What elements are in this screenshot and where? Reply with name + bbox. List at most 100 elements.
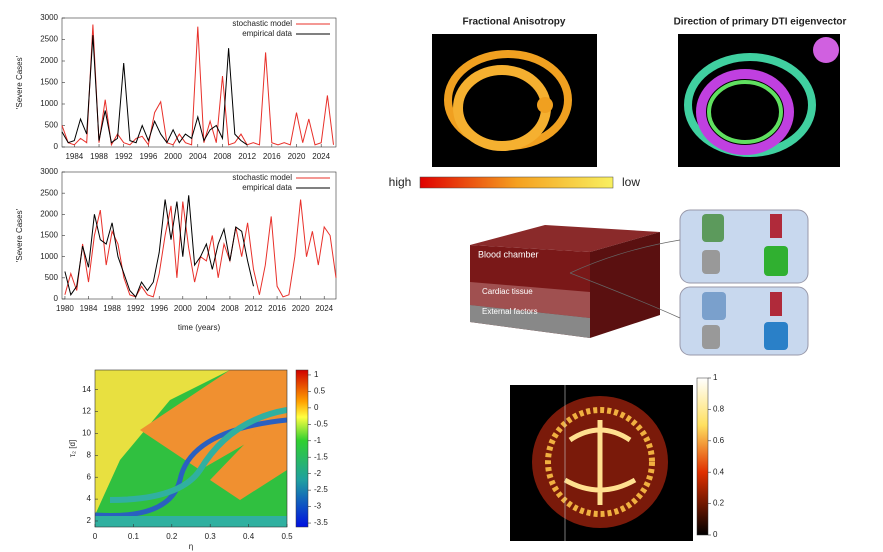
x-tick-label: 2020 — [288, 152, 306, 161]
legend-label: stochastic model — [232, 173, 292, 182]
slab-side — [590, 232, 660, 338]
series-line — [64, 199, 337, 298]
x-tick-label: 2016 — [263, 152, 281, 161]
external-layer — [470, 305, 590, 338]
heatmap-image — [95, 370, 287, 527]
colorbar-label: 0.5 — [314, 387, 326, 396]
icon — [770, 292, 782, 316]
y-tick-label: 1000 — [40, 252, 58, 261]
icon — [770, 214, 782, 238]
y-tick-label: 10 — [82, 429, 91, 438]
y-tick-label: 2500 — [40, 188, 58, 197]
colorbar-label: 1 — [713, 373, 718, 382]
x-tick-label: 1996 — [139, 152, 157, 161]
x-tick-label: 2012 — [245, 304, 263, 313]
y-tick-label: 2000 — [40, 56, 58, 65]
x-tick-label: 1988 — [90, 152, 108, 161]
colorbar — [295, 369, 309, 528]
panel-title: Direction of primary DTI eigenvector — [674, 17, 847, 28]
scale-label: low — [622, 175, 640, 189]
y-tick-label: 3000 — [40, 167, 58, 176]
colorbar-label: 0.4 — [713, 467, 725, 476]
y-tick-label: 500 — [45, 273, 59, 282]
x-tick-label: 2008 — [221, 304, 239, 313]
colorbar-label: 0 — [314, 403, 319, 412]
fa-ring — [444, 50, 572, 151]
y-tick-label: 2500 — [40, 35, 58, 44]
y-axis-label: τ₂ [d] — [68, 440, 77, 457]
x-tick-label: 2000 — [164, 152, 182, 161]
icon — [764, 322, 788, 350]
x-tick-label: 0.5 — [281, 532, 293, 541]
plot-frame — [61, 17, 337, 148]
x-tick-label: 2024 — [312, 152, 330, 161]
icon — [764, 246, 788, 276]
colorbar-label: 0.8 — [713, 405, 725, 414]
x-tick-label: 0.3 — [205, 532, 217, 541]
colorbar-label: -0.5 — [314, 419, 328, 428]
layer-label: Blood chamber — [478, 249, 539, 259]
x-axis-label: η — [189, 542, 193, 551]
icon — [702, 325, 720, 349]
series-line — [61, 24, 334, 147]
x-tick-label: 2024 — [315, 304, 333, 313]
x-tick-label: 0.4 — [243, 532, 255, 541]
inset-box — [679, 286, 809, 356]
inset-box — [679, 209, 809, 284]
y-tick-label: 500 — [45, 121, 59, 130]
y-axis-label: 'Severe Cases' — [15, 208, 24, 262]
x-tick-label: 1992 — [127, 304, 145, 313]
colorbar-label: 0 — [713, 530, 718, 539]
icon — [702, 214, 724, 242]
x-tick-label: 1984 — [80, 304, 98, 313]
y-tick-label: 3000 — [40, 13, 58, 22]
plot-frame — [94, 369, 288, 528]
x-tick-label: 1992 — [115, 152, 133, 161]
legend-label: empirical data — [242, 183, 292, 192]
y-tick-label: 14 — [82, 385, 91, 394]
scale-bar — [419, 176, 614, 189]
colorbar-label: 1 — [314, 370, 319, 379]
x-tick-label: 1996 — [150, 304, 168, 313]
x-tick-label: 2008 — [214, 152, 232, 161]
x-tick-label: 0.2 — [166, 532, 178, 541]
y-tick-label: 1500 — [40, 78, 58, 87]
x-tick-label: 0.1 — [128, 532, 140, 541]
colorbar-label: 0.2 — [713, 499, 725, 508]
panel-title: Fractional Anisotropy — [463, 17, 566, 28]
y-tick-label: 0 — [54, 142, 59, 151]
colorbar-label: -2.5 — [314, 485, 328, 494]
y-tick-label: 6 — [87, 472, 92, 481]
colorbar-label: -1.5 — [314, 452, 328, 461]
slab-top — [470, 225, 660, 252]
x-tick-label: 2004 — [197, 304, 215, 313]
legend-label: empirical data — [242, 29, 292, 38]
x-axis-label: time (years) — [178, 323, 221, 332]
y-tick-label: 2000 — [40, 209, 58, 218]
y-tick-label: 4 — [87, 494, 92, 503]
x-tick-label: 0 — [93, 532, 98, 541]
x-tick-label: 2000 — [174, 304, 192, 313]
colorbar-label: 0.6 — [713, 436, 725, 445]
colorbar-label: -1 — [314, 436, 322, 445]
layer-label: External factors — [482, 307, 538, 316]
y-axis-label: 'Severe Cases' — [15, 55, 24, 109]
icon — [702, 250, 720, 274]
x-tick-label: 2020 — [292, 304, 310, 313]
y-tick-label: 12 — [82, 407, 91, 416]
colorbar-label: -2 — [314, 469, 322, 478]
x-tick-label: 1980 — [56, 304, 74, 313]
x-tick-label: 1984 — [65, 152, 83, 161]
x-tick-label: 1988 — [103, 304, 121, 313]
layer-label: Cardiac tissue — [482, 287, 533, 296]
series-line — [61, 35, 248, 146]
y-tick-label: 2 — [87, 516, 92, 525]
colorbar-label: -3 — [314, 502, 322, 511]
y-tick-label: 8 — [87, 450, 92, 459]
y-tick-label: 0 — [54, 294, 59, 303]
brain-texture — [545, 407, 655, 517]
colorbar-label: -3.5 — [314, 518, 328, 527]
tissue-layer — [470, 282, 590, 318]
